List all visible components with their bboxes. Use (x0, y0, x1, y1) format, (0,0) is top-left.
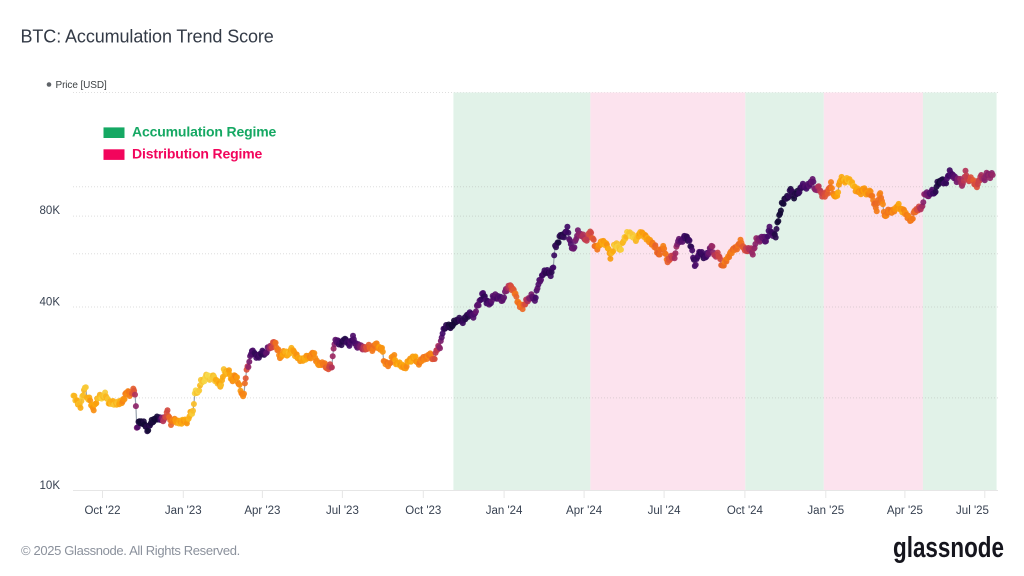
svg-text:Price [USD]: Price [USD] (56, 80, 107, 91)
svg-text:Apr '25: Apr '25 (887, 505, 923, 517)
svg-text:Jul '23: Jul '23 (326, 505, 359, 517)
svg-text:40K: 40K (40, 296, 61, 308)
svg-text:glassnode: glassnode (893, 532, 1004, 564)
svg-text:Jan '24: Jan '24 (486, 505, 523, 517)
svg-text:BTC: Accumulation Trend Score: BTC: Accumulation Trend Score (21, 27, 274, 47)
svg-text:Jul '25: Jul '25 (956, 505, 989, 517)
svg-text:Jul '24: Jul '24 (648, 505, 681, 517)
svg-text:Oct '23: Oct '23 (405, 505, 441, 517)
svg-text:Accumulation Regime: Accumulation Regime (132, 124, 277, 140)
svg-text:80K: 80K (40, 205, 61, 217)
svg-text:Distribution Regime: Distribution Regime (132, 146, 263, 162)
svg-text:Apr '23: Apr '23 (244, 505, 280, 517)
svg-text:Apr '24: Apr '24 (566, 505, 603, 517)
svg-text:10K: 10K (40, 480, 61, 492)
svg-text:Oct '24: Oct '24 (727, 505, 764, 517)
svg-text:© 2025 Glassnode. All Rights R: © 2025 Glassnode. All Rights Reserved. (21, 543, 240, 558)
svg-text:Jan '25: Jan '25 (807, 505, 844, 517)
svg-text:Jan '23: Jan '23 (165, 505, 202, 517)
svg-text:Oct '22: Oct '22 (84, 505, 120, 517)
